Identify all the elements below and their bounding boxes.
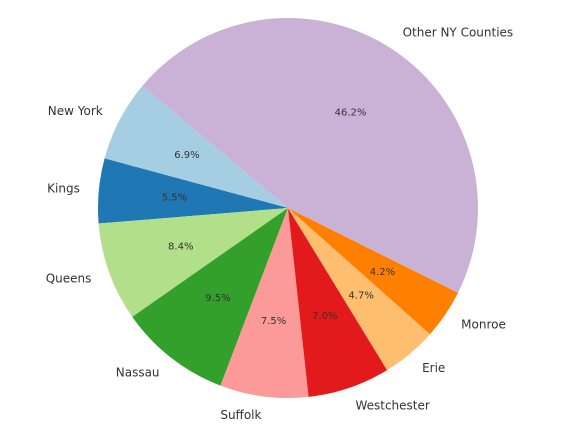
pie-slice xyxy=(104,85,289,208)
percent-label: 6.9% xyxy=(174,150,199,161)
slice-label: Monroe xyxy=(461,318,506,332)
slice-label: New York xyxy=(48,104,103,118)
percent-label: 9.5% xyxy=(205,293,230,304)
percent-label: 7.5% xyxy=(261,316,286,327)
slice-label: Other NY Counties xyxy=(403,26,514,40)
slice-label: Westchester xyxy=(355,398,429,412)
pie-slice xyxy=(220,208,309,398)
pie-slice xyxy=(288,208,459,335)
pie-slice xyxy=(288,208,431,371)
percent-label: 4.7% xyxy=(348,290,373,301)
percent-label: 46.2% xyxy=(335,108,367,119)
percent-label: 8.4% xyxy=(168,242,193,253)
pie-slice xyxy=(98,158,288,224)
pie-slice xyxy=(132,208,288,386)
slice-label: Erie xyxy=(422,361,445,375)
slice-label: Nassau xyxy=(116,365,160,379)
pie-slice xyxy=(288,208,388,397)
percent-label: 4.2% xyxy=(370,267,395,278)
pie-slice xyxy=(98,208,289,317)
slice-label: Suffolk xyxy=(220,408,261,422)
percent-label: 5.5% xyxy=(162,193,187,204)
percent-label: 7.0% xyxy=(312,311,337,322)
slice-label: Queens xyxy=(46,271,92,285)
slice-label: Kings xyxy=(47,181,80,195)
pie-slice xyxy=(142,18,479,293)
